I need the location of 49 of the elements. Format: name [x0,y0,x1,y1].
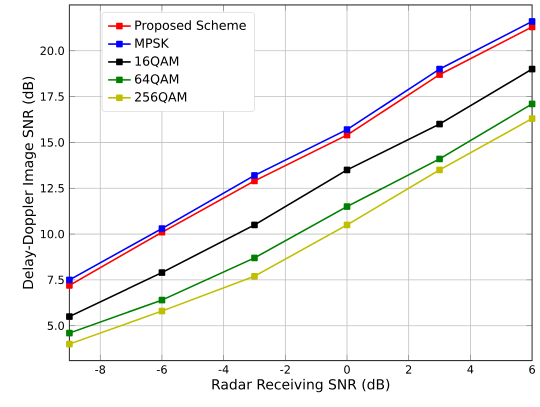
y-tick-label: 15.0 [40,138,64,146]
point [251,172,258,178]
legend-label: 64QAM [135,74,178,85]
y-tick-label: 5.0 [48,321,64,330]
point [344,203,350,210]
point [344,126,350,133]
point [436,155,443,162]
point [436,71,443,78]
y-tick-label: 12.5 [40,184,64,192]
point [66,330,73,336]
x-tick-label: -8 [95,365,106,374]
legend-label: 256QAM [135,92,186,103]
point [158,269,166,276]
x-tick-label: -6 [156,365,167,374]
point [66,276,73,283]
point [528,115,536,122]
point [158,296,166,304]
y-axis-title: Delay-Doppler Image SNR (dB) [22,76,36,288]
y-tick-label: 17.5 [40,92,64,101]
legend-label: Proposed Scheme [135,20,246,32]
legend-label: MPSK [135,38,170,48]
point [528,66,536,72]
point [344,166,350,173]
y-tick-label: 7.5 [48,276,64,284]
y-tick-label: 10.0 [40,230,64,238]
point [344,221,350,228]
point [528,18,536,25]
point [251,272,258,280]
point [158,225,166,232]
x-axis-title: Radar Receiving SNR (dB) [212,378,390,392]
point [66,340,73,348]
point [251,221,258,228]
x-tick-label: 2 [406,365,412,374]
point [251,254,258,261]
point [344,132,350,138]
x-tick-label: 6 [529,365,535,374]
x-tick-label: 0 [344,365,350,374]
point [436,120,443,128]
y-tick-label: 20.0 [40,46,64,55]
legend-label: 16QAM [136,56,178,68]
x-tick-label: -4 [218,364,229,374]
point [251,177,258,184]
point [66,313,73,320]
point [528,100,536,108]
point [436,166,443,173]
x-tick-label: -2 [280,365,290,374]
point [436,66,443,72]
x-tick-label: 4 [467,364,474,374]
point [158,308,166,314]
